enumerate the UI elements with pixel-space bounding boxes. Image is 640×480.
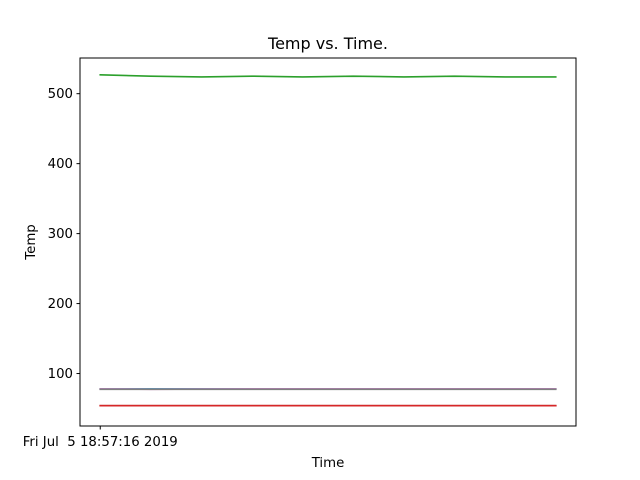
y-axis-ticks: 100 200 300 400 500 (48, 87, 80, 382)
series-lines (99, 73, 557, 407)
x-tick-label: Fri Jul 5 18:57:16 2019 (23, 435, 178, 450)
y-tick-label: 300 (48, 227, 73, 242)
y-axis-label: Temp (24, 224, 39, 260)
x-axis-label: Time (311, 456, 345, 471)
x-axis-ticks: Fri Jul 5 18:57:16 2019 (23, 426, 178, 450)
chart-title: Temp vs. Time. (267, 34, 388, 53)
y-tick-label: 100 (48, 367, 73, 382)
series-line-1 (99, 73, 557, 78)
y-tick-label: 200 (48, 297, 73, 312)
y-tick-label: 400 (48, 157, 73, 172)
y-tick-label: 500 (48, 87, 73, 102)
plot-area-frame (79, 57, 577, 427)
